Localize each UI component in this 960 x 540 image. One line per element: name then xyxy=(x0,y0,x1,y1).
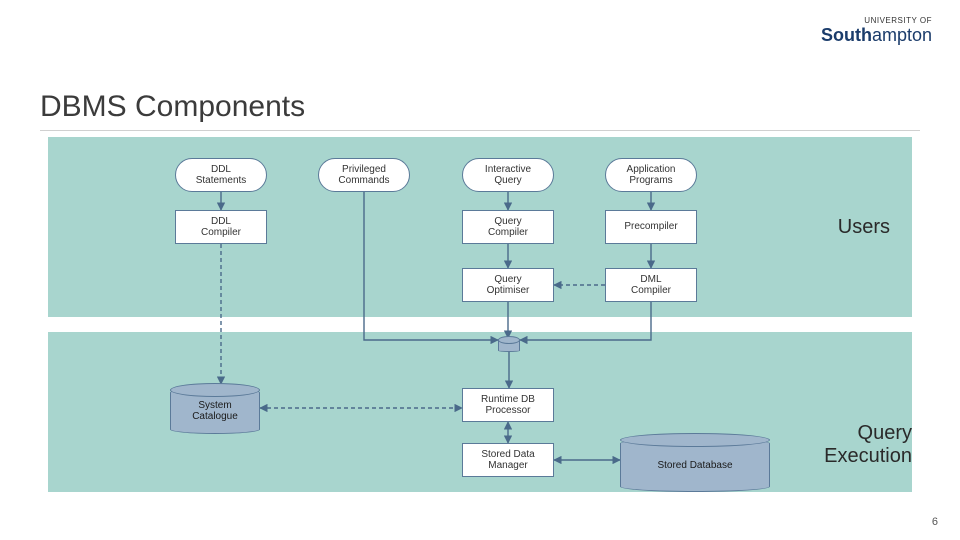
node-qry_opt: Query Optimiser xyxy=(462,268,554,302)
page-number: 6 xyxy=(932,516,938,528)
node-precomp: Precompiler xyxy=(605,210,697,244)
node-ddl_comp: DDL Compiler xyxy=(175,210,267,244)
node-int_qry: Interactive Query xyxy=(462,158,554,192)
university-logo: UNIVERSITY OF Southampton xyxy=(821,16,932,46)
cylinder-storedb: Stored Database xyxy=(620,438,770,492)
node-ddl_stm: DDL Statements xyxy=(175,158,267,192)
node-priv_cmd: Privileged Commands xyxy=(318,158,410,192)
cylinder-syscat: System Catalogue xyxy=(170,388,260,434)
node-qry_comp: Query Compiler xyxy=(462,210,554,244)
page-title: DBMS Components xyxy=(40,90,305,124)
users-label: Users xyxy=(838,216,890,239)
cylinder-junction xyxy=(498,338,520,352)
node-runtime: Runtime DB Processor xyxy=(462,388,554,422)
node-dml_comp: DML Compiler xyxy=(605,268,697,302)
logo-superscript: UNIVERSITY OF xyxy=(821,16,932,25)
title-underline xyxy=(40,130,920,131)
node-app_prog: Application Programs xyxy=(605,158,697,192)
query-execution-label: Query Execution xyxy=(824,422,912,468)
logo-name: Southampton xyxy=(821,25,932,46)
node-sdm: Stored Data Manager xyxy=(462,443,554,477)
